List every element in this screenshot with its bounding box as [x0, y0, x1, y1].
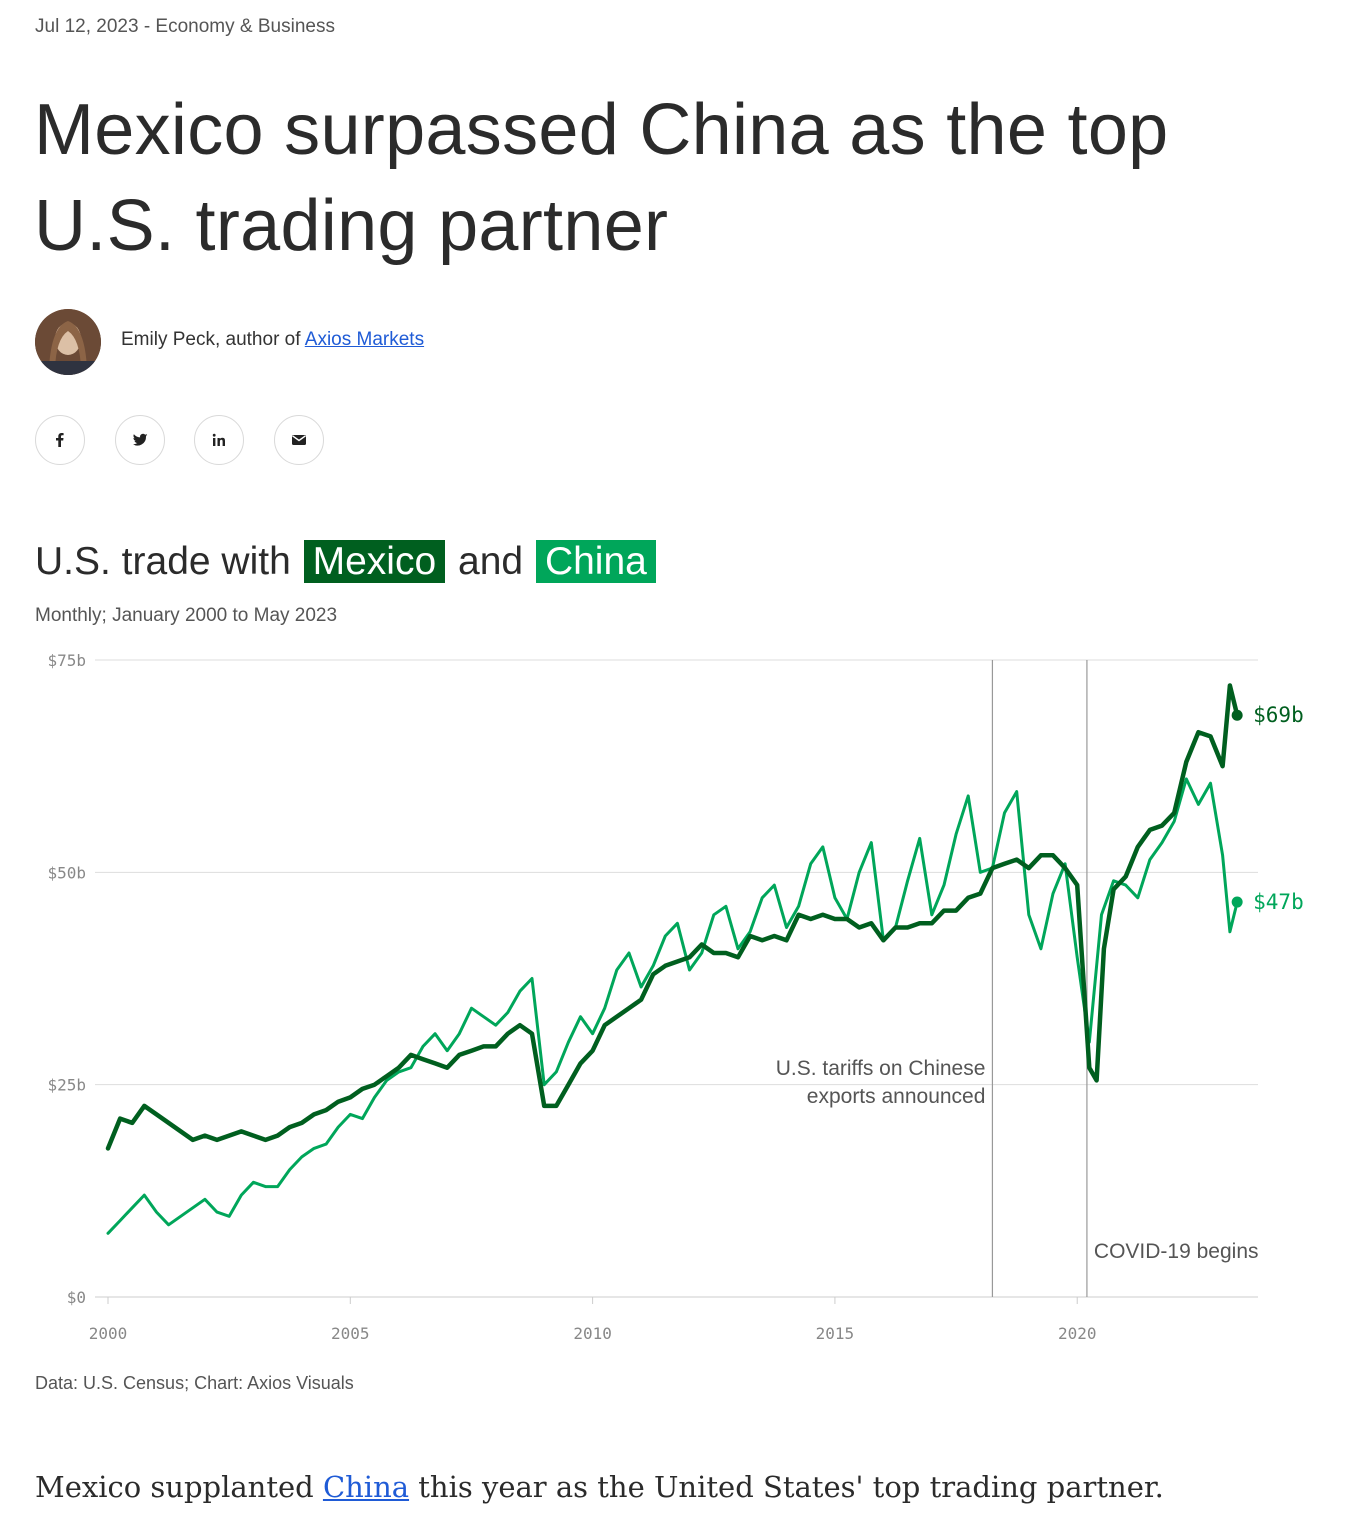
share-facebook-button[interactable]: [35, 415, 85, 465]
article-date: Jul 12, 2023: [35, 16, 139, 37]
china-link[interactable]: China: [322, 1470, 410, 1504]
chart-grid: $0 $25b $50b $75b 2000 2005 2010 2015 2020: [47, 651, 1258, 1343]
email-icon: [292, 435, 306, 445]
china-end-point: [1231, 896, 1243, 908]
paragraph-pre: Mexico supplanted: [35, 1470, 314, 1504]
mexico-end-label: $69b: [1253, 703, 1304, 727]
legend-china-label: China: [535, 540, 656, 583]
mexico-series-line: [105, 683, 1240, 1151]
chart-source: Data: U.S. Census; Chart: Axios Visuals: [35, 1373, 354, 1393]
headline-line-1: Mexico surpassed China as the top: [34, 90, 1169, 170]
chart-labels: $47b $69b: [1253, 703, 1304, 914]
china-series-line: [106, 777, 1239, 1235]
article-headline: Mexico surpassed China as the top U.S. t…: [34, 82, 1324, 274]
y-tick-label: $25b: [47, 1076, 86, 1095]
share-linkedin-button[interactable]: [194, 415, 244, 465]
y-tick-label: $0: [67, 1288, 86, 1307]
byline-prefix: Emily Peck, author of: [121, 329, 301, 350]
legend-mexico-label: Mexico: [303, 540, 446, 583]
meta-separator: -: [143, 16, 151, 37]
article-paragraph: Mexico supplanted China this year as the…: [35, 1470, 1164, 1504]
chart-title: U.S. trade with Mexico and China: [35, 535, 658, 589]
share-email-button[interactable]: [274, 415, 324, 465]
chart-series: [105, 683, 1243, 1235]
chart-annotations: U.S. tariffs on Chinese exports announced…: [776, 660, 1259, 1297]
x-tick-label: 2005: [331, 1324, 370, 1343]
x-tick-label: 2000: [89, 1324, 128, 1343]
x-tick-label: 2020: [1058, 1324, 1097, 1343]
article-meta: Jul 12, 2023 - Economy & Business: [35, 16, 335, 38]
tariffs-annotation-line1: U.S. tariffs on Chinese: [776, 1057, 986, 1080]
facebook-icon: [56, 433, 64, 447]
china-end-label: $47b: [1253, 890, 1304, 914]
article-section-link[interactable]: Economy & Business: [155, 16, 335, 37]
twitter-icon: [133, 433, 148, 446]
x-tick-label: 2015: [816, 1324, 855, 1343]
chart-subtitle: Monthly; January 2000 to May 2023: [35, 605, 338, 626]
mexico-end-point: [1231, 709, 1243, 721]
author-avatar[interactable]: [35, 309, 101, 375]
covid-annotation-label: COVID-19 begins: [1094, 1240, 1259, 1263]
author-newsletter-link[interactable]: Axios Markets: [304, 329, 425, 350]
paragraph-post: this year as the United States' top trad…: [418, 1470, 1164, 1504]
tariffs-annotation-line2: exports announced: [807, 1085, 986, 1108]
linkedin-icon: [212, 433, 225, 446]
headline-line-2: U.S. trading partner: [34, 186, 669, 266]
trade-line-chart: $0 $25b $50b $75b 2000 2005 2010 2015 2020 U.S. …: [47, 651, 1304, 1343]
y-tick-label: $50b: [47, 863, 86, 882]
chart-title-prefix: U.S. trade with: [35, 540, 291, 583]
byline: Emily Peck, author of Axios Markets: [121, 329, 424, 351]
share-twitter-button[interactable]: [115, 415, 165, 465]
x-tick-label: 2010: [573, 1324, 612, 1343]
chart-title-mid: and: [458, 540, 524, 583]
y-tick-label: $75b: [47, 651, 86, 670]
